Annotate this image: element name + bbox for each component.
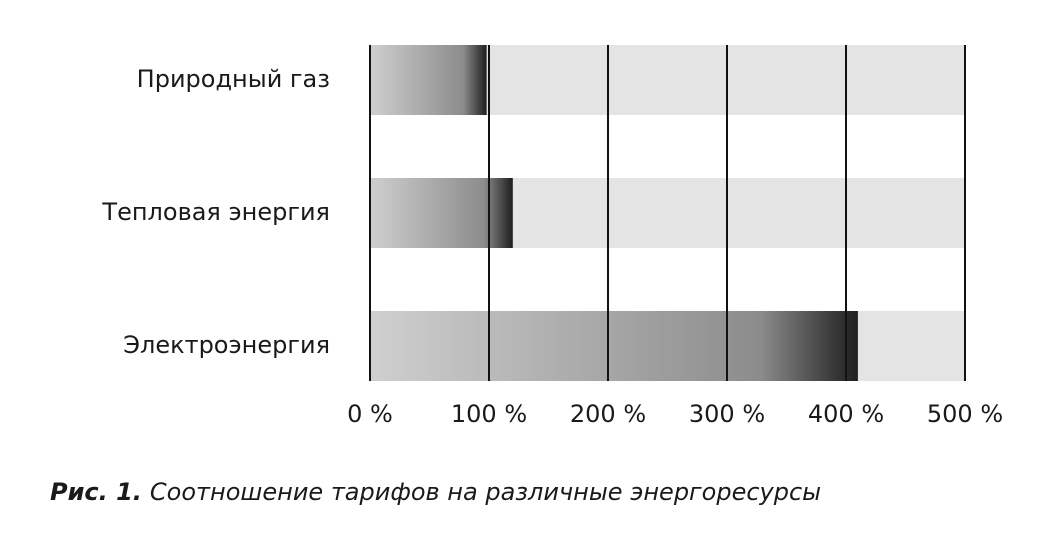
x-tick-label: 300 %	[689, 400, 765, 428]
y-tick-label: Природный газ	[137, 65, 330, 93]
x-tick-label: 400 %	[808, 400, 884, 428]
x-tick-label: 0 %	[347, 400, 393, 428]
bar	[370, 311, 858, 381]
x-tick-label: 100 %	[451, 400, 527, 428]
chart-title: Соотношение тарифов на различные энергор…	[150, 478, 821, 506]
bar	[370, 178, 513, 248]
x-tick-label: 200 %	[570, 400, 646, 428]
y-tick-label: Тепловая энергия	[101, 198, 330, 226]
caption: Рис. 1. Соотношение тарифов на различные …	[50, 478, 821, 506]
x-tick-label: 500 %	[927, 400, 1003, 428]
y-tick-label: Электроэнергия	[123, 331, 330, 359]
bar	[370, 45, 487, 115]
figure-label: Рис. 1.	[50, 478, 142, 506]
